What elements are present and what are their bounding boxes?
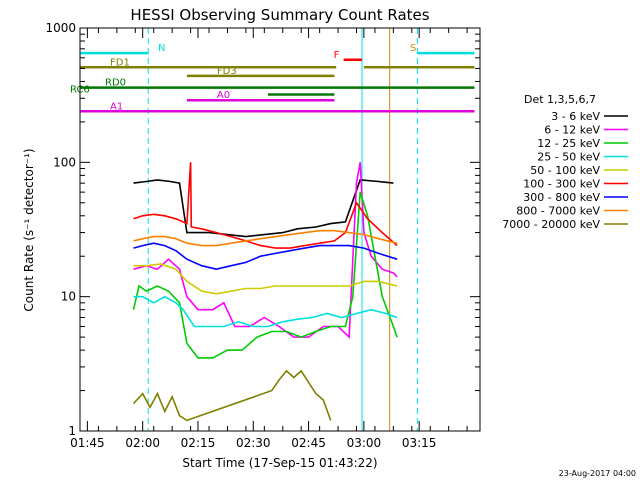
x-tick-label: 02:15: [181, 436, 216, 450]
y-tick-label: 1: [68, 424, 76, 438]
legend-entry-label: 100 - 300 keV: [523, 178, 600, 191]
flag-label-n: N: [158, 43, 165, 54]
series-line-7000-20000-keV: [132, 369, 332, 422]
flag-label-fd1: FD1: [110, 57, 130, 68]
flag-label-fd3: FD3: [217, 66, 237, 77]
flag-label-a1: A1: [110, 101, 123, 112]
chart-title: HESSI Observing Summary Count Rates: [130, 6, 429, 24]
series-line-6-12-keV: [133, 162, 398, 339]
legend-entry-label: 300 - 800 keV: [523, 191, 600, 204]
flag-label-a0: A0: [217, 90, 230, 101]
x-axis-label: Start Time (17-Sep-15 01:43:22): [182, 456, 377, 470]
series-line-25-50-keV: [133, 295, 398, 328]
legend-entry-label: 25 - 50 keV: [537, 151, 600, 164]
x-tick-label: 02:30: [236, 436, 271, 450]
legend-entry-label: 800 - 7000 keV: [516, 205, 600, 218]
plot-frame: [79, 27, 481, 432]
y-axis-label: Count Rate (s⁻¹ detector⁻¹): [22, 148, 36, 311]
series-line-50-100-keV: [133, 263, 398, 295]
series-line-300-800-keV: [133, 242, 398, 271]
legend-title: Det 1,3,5,6,7: [524, 93, 596, 106]
y-tick-label: 1000: [45, 21, 76, 35]
flag-label-f: F: [334, 50, 340, 61]
legend-entry-label: 3 - 6 keV: [551, 110, 600, 123]
flag-label-rd0: RD0: [105, 78, 126, 89]
x-tick-label: 01:45: [70, 436, 105, 450]
x-tick-label: 03:15: [402, 436, 437, 450]
flag-label-s: S: [410, 43, 416, 54]
x-tick-label: 02:45: [291, 436, 326, 450]
series-line-3-6-keV: [133, 179, 394, 238]
series-line-12-25-keV: [132, 191, 398, 359]
legend-entry-label: 6 - 12 keV: [544, 124, 600, 137]
footer-date: 23-Aug-2017 04:00: [559, 469, 636, 478]
x-tick-label: 02:00: [125, 436, 160, 450]
y-tick-label: 100: [53, 155, 76, 169]
legend-entry-label: 50 - 100 keV: [530, 164, 600, 177]
legend-entry-label: 12 - 25 keV: [537, 137, 600, 150]
legend-entry-label: 7000 - 20000 keV: [502, 218, 600, 231]
y-tick-label: 10: [61, 290, 76, 304]
series-line-800-7000-keV: [133, 229, 398, 247]
x-tick-label: 03:00: [347, 436, 382, 450]
